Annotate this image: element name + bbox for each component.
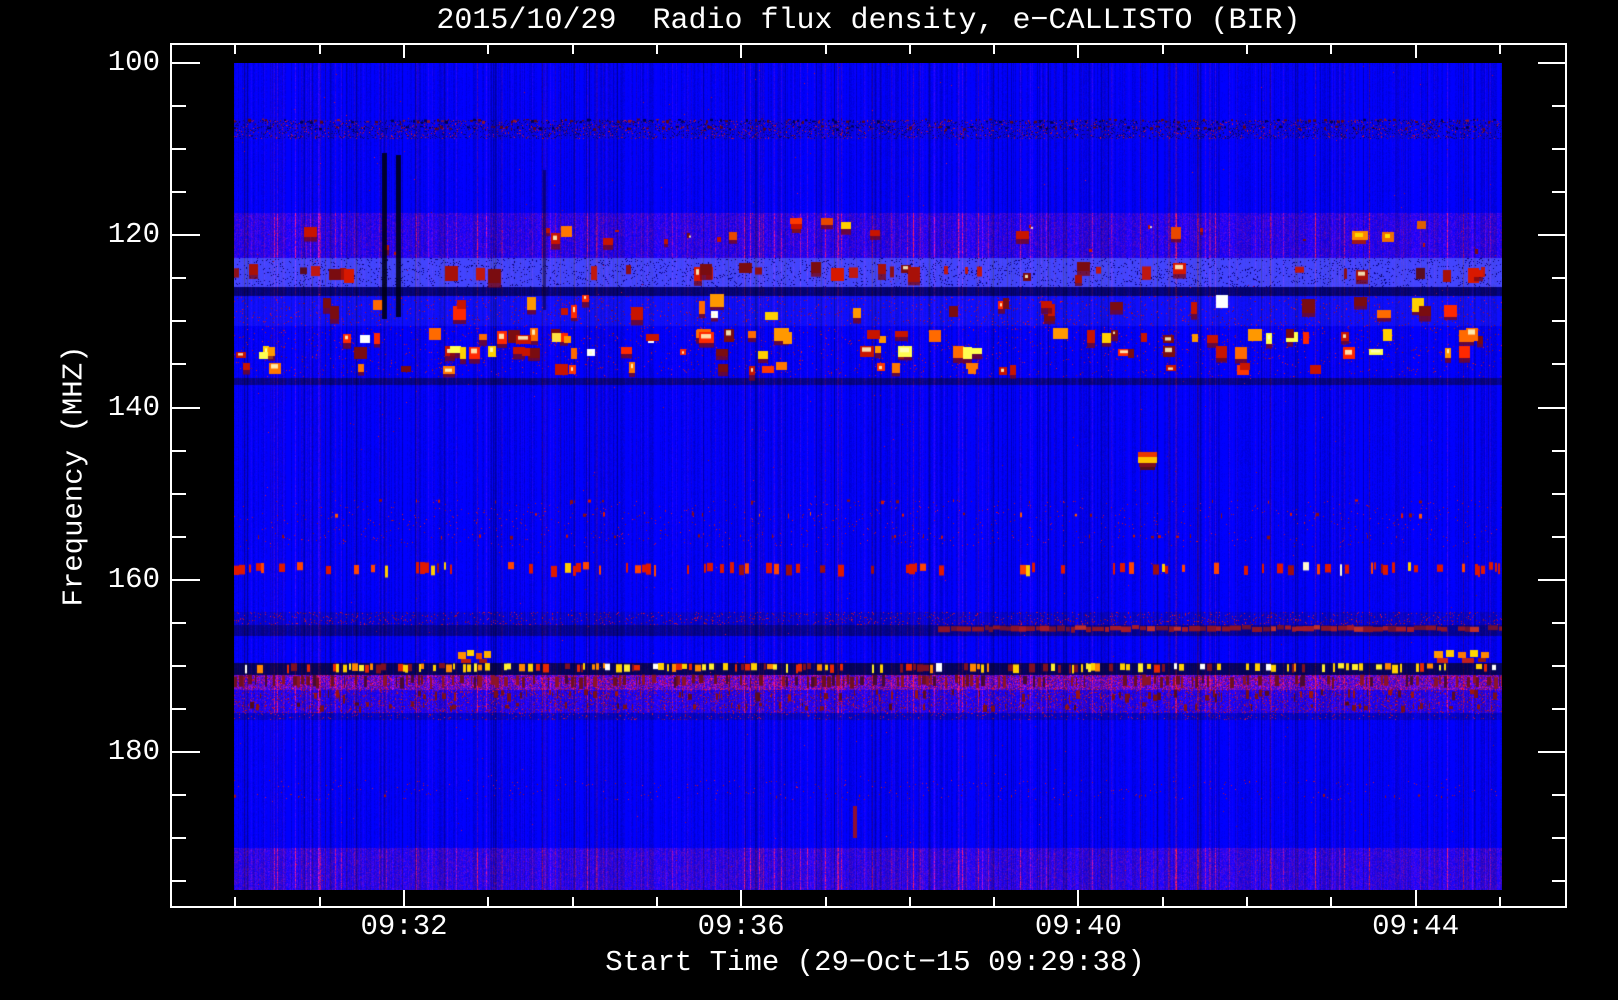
x-axis-title: Start Time (29−Oct−15 09:29:38) — [605, 946, 1145, 979]
y-tick-label: 160 — [107, 562, 160, 596]
y-tick-minor — [172, 794, 186, 797]
x-tick-minor-top — [824, 45, 827, 54]
x-tick-minor-top — [1498, 45, 1501, 54]
y-tick-label: 120 — [107, 218, 160, 252]
y-tick-minor — [172, 277, 186, 280]
y-tick-major-right — [1538, 62, 1565, 64]
y-tick-minor-right — [1552, 363, 1565, 366]
y-tick-minor-right — [1552, 837, 1565, 840]
y-tick-major-right — [1538, 751, 1565, 753]
x-tick-label: 09:36 — [697, 910, 785, 943]
y-tick-minor-right — [1552, 621, 1565, 624]
y-tick-major — [172, 578, 200, 581]
x-tick-minor — [1330, 897, 1333, 906]
y-tick-minor-right — [1552, 449, 1565, 452]
x-tick-major — [1077, 890, 1080, 906]
x-tick-minor — [1161, 897, 1164, 906]
y-tick-minor-right — [1552, 707, 1565, 710]
y-tick-minor — [172, 664, 186, 667]
y-tick-minor-right — [1552, 664, 1565, 667]
y-tick-major-right — [1538, 406, 1565, 409]
y-tick-minor — [172, 837, 186, 840]
y-tick-minor-right — [1552, 148, 1565, 151]
x-tick-minor-top — [571, 45, 574, 54]
y-tick-minor — [172, 492, 186, 495]
x-tick-minor — [824, 897, 827, 906]
y-tick-minor — [172, 535, 186, 538]
y-tick-label: 180 — [107, 735, 160, 768]
spectrogram-canvas — [234, 63, 1502, 890]
plot-frame — [170, 43, 1567, 908]
y-tick-major-right — [1538, 578, 1565, 581]
x-tick-minor-top — [908, 45, 911, 54]
x-tick-minor — [571, 897, 574, 906]
x-tick-minor — [1498, 897, 1501, 906]
y-tick-major — [172, 234, 200, 237]
x-tick-major-top — [1414, 45, 1417, 58]
x-tick-major — [740, 890, 743, 906]
y-tick-minor-right — [1552, 880, 1565, 883]
x-tick-major-top — [740, 45, 743, 58]
y-tick-label: 140 — [107, 390, 160, 424]
x-tick-major-top — [1077, 45, 1080, 58]
x-tick-minor-top — [318, 45, 321, 54]
y-tick-minor — [172, 621, 186, 624]
y-tick-minor-right — [1552, 277, 1565, 280]
x-tick-major-top — [403, 45, 405, 58]
x-tick-minor — [318, 897, 321, 906]
x-tick-minor — [655, 897, 658, 906]
x-tick-minor — [234, 897, 237, 906]
x-tick-minor-top — [487, 45, 490, 54]
y-tick-label: 100 — [107, 46, 160, 79]
y-tick-major — [172, 751, 200, 753]
y-tick-minor-right — [1552, 191, 1565, 194]
y-tick-minor — [172, 880, 186, 883]
y-tick-minor-right — [1552, 794, 1565, 797]
chart-title: 2015/10/29 Radio flux density, e−CALLIST… — [436, 4, 1301, 38]
x-tick-minor — [487, 897, 490, 906]
x-tick-minor — [908, 897, 911, 906]
y-tick-minor — [172, 148, 186, 151]
x-tick-label: 09:32 — [360, 910, 448, 943]
x-tick-minor-top — [234, 45, 237, 54]
y-tick-major — [172, 406, 200, 409]
x-tick-major — [403, 890, 405, 906]
y-tick-minor — [172, 105, 186, 108]
x-tick-label: 09:44 — [1372, 910, 1460, 943]
y-tick-minor — [172, 320, 186, 323]
y-tick-minor-right — [1552, 320, 1565, 323]
y-tick-minor-right — [1552, 492, 1565, 495]
y-tick-major — [172, 62, 200, 64]
x-tick-minor-top — [1246, 45, 1248, 54]
x-tick-minor — [1246, 897, 1248, 906]
y-tick-minor — [172, 191, 186, 194]
x-tick-minor-top — [655, 45, 658, 54]
y-tick-minor — [172, 449, 186, 452]
y-tick-minor — [172, 707, 186, 710]
y-tick-minor — [172, 363, 186, 366]
x-tick-label: 09:40 — [1034, 910, 1122, 943]
y-tick-minor-right — [1552, 535, 1565, 538]
x-tick-minor-top — [1330, 45, 1333, 54]
y-tick-minor-right — [1552, 105, 1565, 108]
y-tick-major-right — [1538, 234, 1565, 237]
x-tick-minor — [993, 897, 996, 906]
x-tick-minor-top — [1161, 45, 1164, 54]
x-tick-minor-top — [993, 45, 996, 54]
x-tick-major — [1414, 890, 1417, 906]
